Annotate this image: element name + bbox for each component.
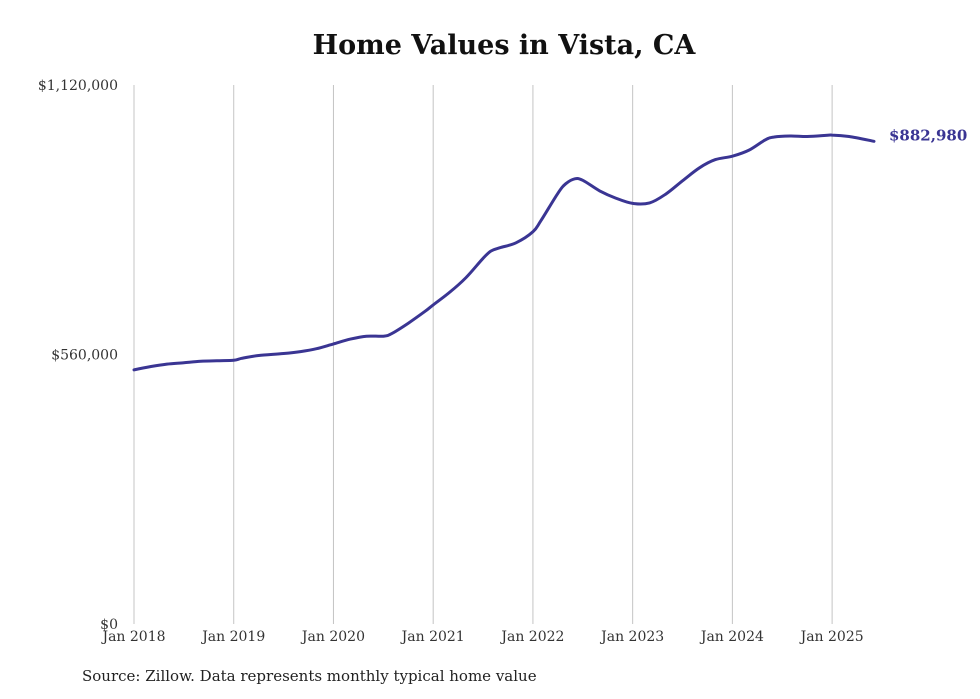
y-tick-label: $0 xyxy=(100,617,118,633)
gridlines xyxy=(133,85,833,624)
chart-title: Home Values in Vista, CA xyxy=(312,30,696,61)
x-tick-label: Jan 2025 xyxy=(799,629,864,645)
source-note: Source: Zillow. Data represents monthly … xyxy=(82,667,537,685)
series-end-label: $882,980 xyxy=(889,126,967,144)
x-tick-label: Jan 2019 xyxy=(200,629,265,645)
y-tick-label: $1,120,000 xyxy=(38,78,118,94)
x-tick-label: Jan 2018 xyxy=(100,629,165,645)
x-tick-label: Jan 2020 xyxy=(300,629,365,645)
x-axis-ticks: Jan 2018 Jan 2019 Jan 2020 Jan 2021 Jan 2022… xyxy=(100,629,863,645)
x-tick-label: Jan 2023 xyxy=(599,629,664,645)
y-axis-ticks: $0 $560,000 $1,120,000 xyxy=(38,78,118,633)
y-tick-label: $560,000 xyxy=(51,348,118,364)
series-layer: $882,980 xyxy=(132,126,967,372)
x-tick-label: Jan 2021 xyxy=(400,629,465,645)
x-tick-label: Jan 2022 xyxy=(499,629,564,645)
x-tick-label: Jan 2024 xyxy=(699,629,764,645)
series-line xyxy=(132,133,876,372)
